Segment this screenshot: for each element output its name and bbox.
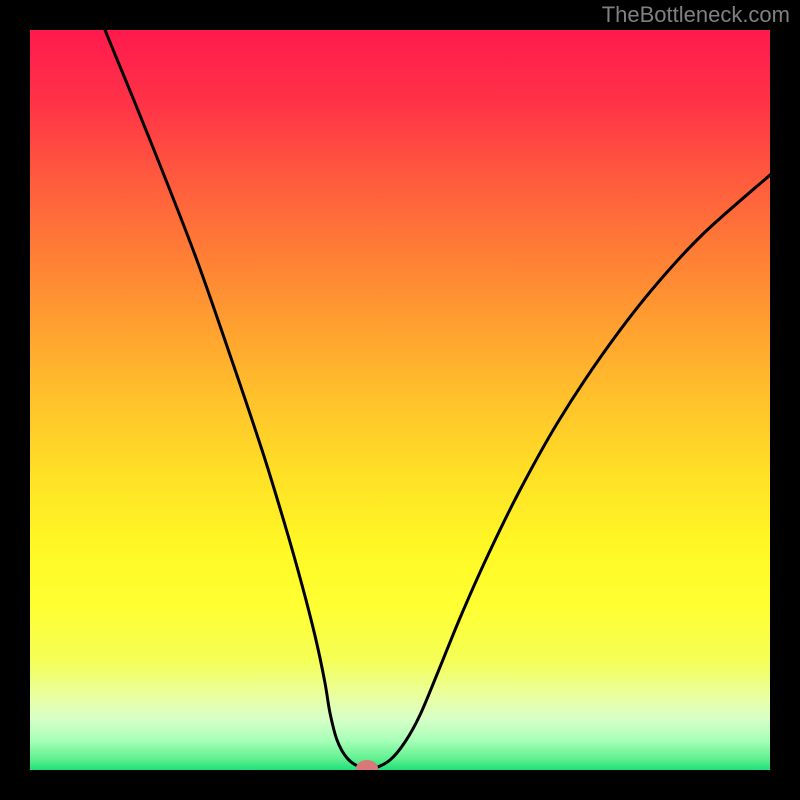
frame-left	[0, 0, 30, 800]
frame-right	[770, 0, 800, 800]
watermark-text: TheBottleneck.com	[602, 2, 790, 28]
frame-bottom	[0, 770, 800, 800]
chart-container: TheBottleneck.com	[0, 0, 800, 800]
gradient-background	[30, 30, 770, 770]
